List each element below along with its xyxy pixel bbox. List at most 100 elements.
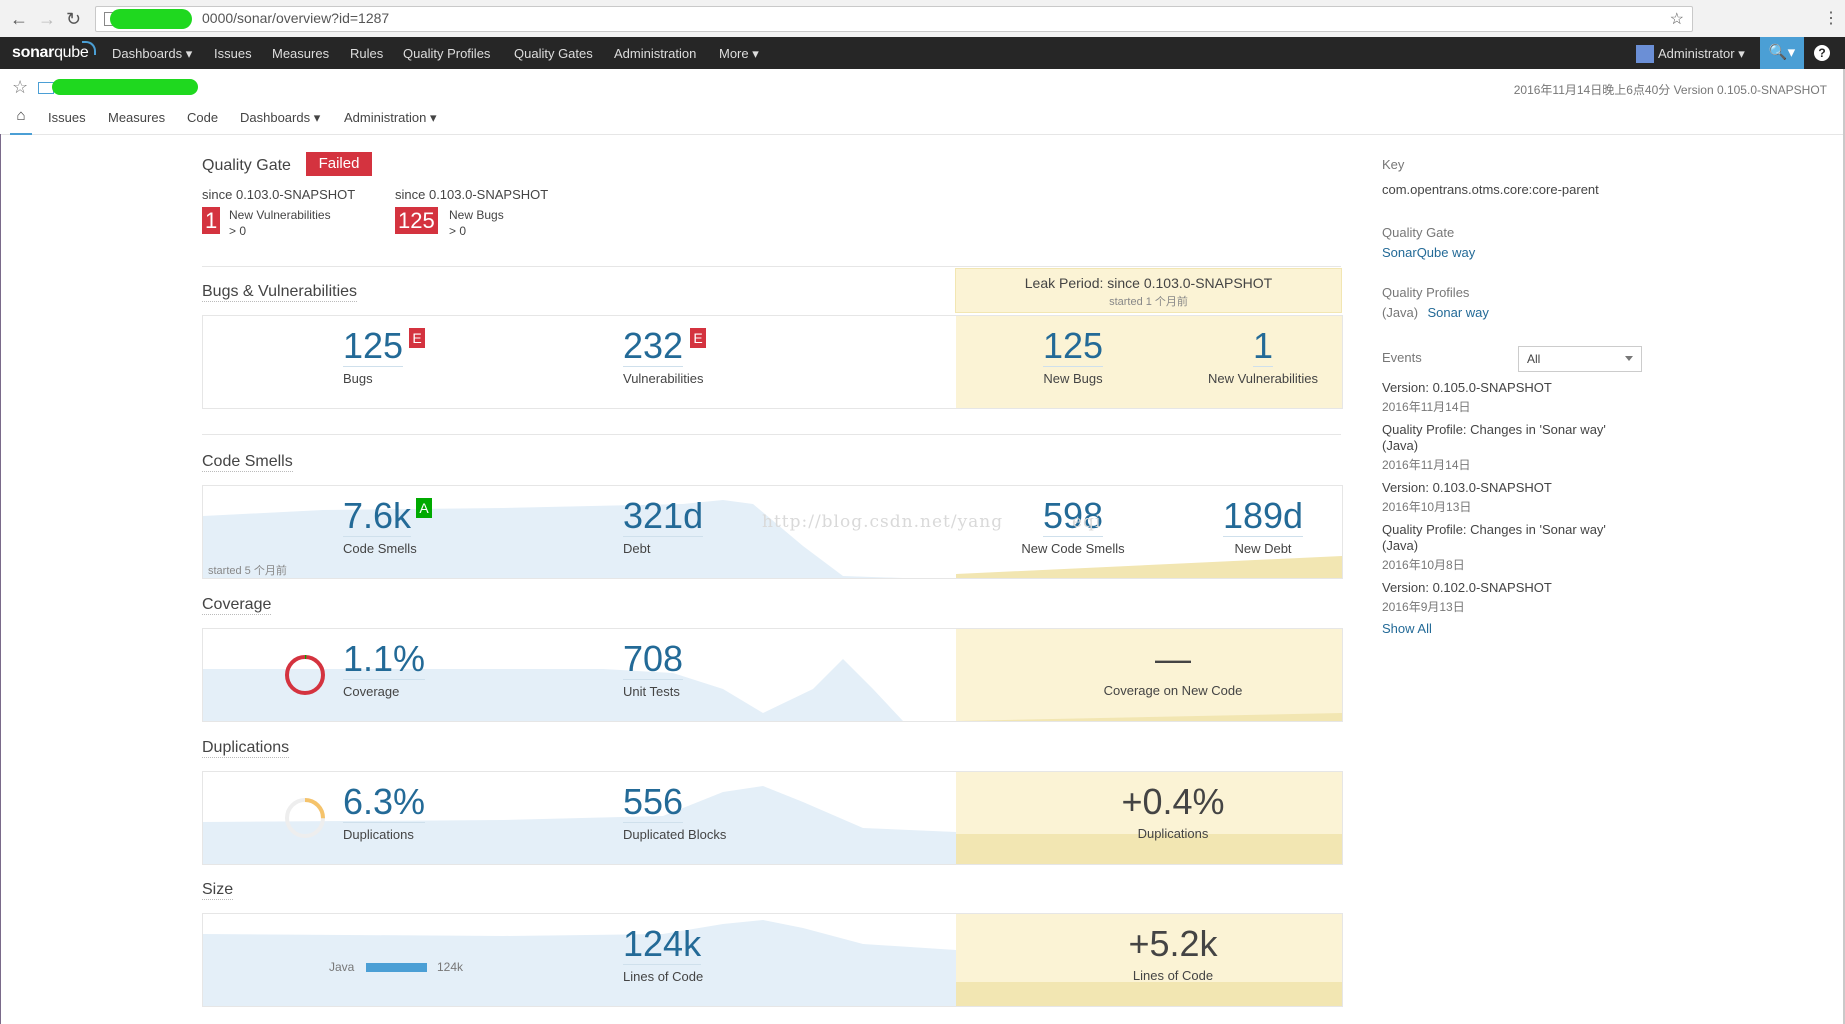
lines-of-code-value[interactable]: 124k: [623, 923, 702, 965]
search-icon[interactable]: 🔍▾: [1760, 37, 1804, 69]
project-header: ☆ 2016年11月14日晚上6点40分 Version 0.105.0-SNA…: [0, 69, 1845, 135]
bugs-measure[interactable]: 125 Bugs: [343, 325, 404, 386]
url-text[interactable]: 0000/sonar/overview?id=1287: [202, 10, 390, 26]
new-bugs-label: New Bugs: [1043, 371, 1103, 386]
nav-dashboards[interactable]: Dashboards ▾: [112, 46, 193, 61]
sidebar-quality-profile[interactable]: (Java) Sonar way: [1382, 305, 1489, 320]
debt-measure[interactable]: 321d Debt: [623, 495, 704, 556]
size-card: 124k Lines of Code +5.2k Lines of Code: [202, 913, 1343, 1007]
new-duplications-label: Duplications: [1137, 826, 1209, 841]
new-code-smells-measure[interactable]: 598 New Code Smells: [1003, 495, 1143, 557]
history-started-label: started 5 个月前: [208, 565, 287, 577]
code-smells-value[interactable]: 7.6k: [343, 495, 412, 537]
profile-link[interactable]: Sonar way: [1427, 305, 1489, 320]
maintainability-rating-badge[interactable]: A: [416, 498, 432, 518]
reload-icon[interactable]: ↻: [66, 9, 82, 29]
user-avatar-icon[interactable]: [1636, 45, 1654, 63]
forward-icon[interactable]: →: [38, 9, 56, 29]
sidebar-quality-profiles-label: Quality Profiles: [1382, 285, 1470, 300]
nav-rules[interactable]: Rules: [350, 46, 384, 61]
sidebar-events-label: Events: [1382, 350, 1422, 365]
new-bugs-value[interactable]: 125: [1042, 325, 1104, 367]
section-title-size[interactable]: Size: [202, 881, 234, 900]
vulnerabilities-value[interactable]: 232: [623, 325, 684, 367]
new-vulnerabilities-measure[interactable]: 1 New Vulnerabilities: [1193, 325, 1333, 387]
condition-threshold: > 0: [229, 224, 247, 238]
code-smells-card: 7.6k Code Smells A 321d Debt 598 New Cod…: [202, 485, 1343, 579]
event-date: 2016年9月13日: [1382, 600, 1465, 614]
nav-quality-profiles[interactable]: Quality Profiles: [403, 46, 491, 61]
section-title-bugs[interactable]: Bugs & Vulnerabilities: [202, 283, 358, 302]
section-title-duplications[interactable]: Duplications: [202, 739, 290, 758]
condition-value[interactable]: 125: [395, 207, 438, 234]
condition-value[interactable]: 1: [202, 207, 221, 234]
condition-metric: New Bugs: [449, 208, 504, 222]
new-bugs-measure[interactable]: 125 New Bugs: [1003, 326, 1143, 386]
tab-administration[interactable]: Administration ▾: [344, 110, 437, 125]
nav-measures[interactable]: Measures: [272, 46, 330, 61]
tab-code[interactable]: Code: [187, 110, 219, 125]
back-icon[interactable]: ←: [10, 9, 28, 29]
address-bar[interactable]: 0000/sonar/overview?id=1287 ☆: [95, 6, 1693, 32]
home-icon[interactable]: ⌂: [10, 107, 32, 135]
tab-measures[interactable]: Measures: [108, 110, 166, 125]
browser-toolbar: ← → ↻ 0000/sonar/overview?id=1287 ☆ ⋮: [0, 0, 1845, 38]
duplicated-blocks-value[interactable]: 556: [623, 781, 684, 823]
unit-tests-value[interactable]: 708: [623, 638, 684, 680]
show-all-events-link[interactable]: Show All: [1382, 621, 1432, 636]
browser-menu-icon[interactable]: ⋮: [1823, 10, 1839, 27]
sidebar-key-value: com.opentrans.otms.core:core-parent: [1382, 182, 1599, 197]
scrollbar-track[interactable]: [1843, 69, 1845, 1024]
unit-tests-measure[interactable]: 708 Unit Tests: [623, 638, 684, 699]
new-debt-value[interactable]: 189d: [1222, 495, 1304, 537]
new-vulnerabilities-value[interactable]: 1: [1252, 325, 1274, 367]
code-smells-measure[interactable]: 7.6k Code Smells: [343, 496, 417, 556]
language-lines: 124k: [437, 960, 464, 974]
section-title-code-smells[interactable]: Code Smells: [202, 453, 293, 472]
duplications-value[interactable]: 6.3%: [343, 781, 426, 823]
new-coverage-measure[interactable]: — Coverage on New Code: [1003, 638, 1342, 699]
new-coverage-label: Coverage on New Code: [1103, 683, 1243, 698]
new-code-smells-label: New Code Smells: [1021, 541, 1125, 556]
vulnerabilities-measure[interactable]: 232 Vulnerabilities: [623, 326, 703, 386]
section-title-coverage[interactable]: Coverage: [202, 596, 272, 615]
event-item: Version: 0.103.0-SNAPSHOT 2016年10月13日: [1382, 480, 1622, 515]
debt-value[interactable]: 321d: [623, 495, 704, 537]
help-icon[interactable]: ?: [1814, 45, 1830, 61]
user-menu[interactable]: Administrator ▾: [1658, 46, 1745, 61]
new-duplications-measure[interactable]: +0.4% Duplications: [1003, 782, 1342, 842]
language-distribution-bar[interactable]: [366, 963, 427, 972]
quality-gate-status-badge: Failed: [306, 152, 372, 176]
lines-of-code-measure[interactable]: 124k Lines of Code: [623, 924, 703, 984]
duplicated-blocks-measure[interactable]: 556 Duplicated Blocks: [623, 782, 726, 842]
sidebar-quality-gate-label: Quality Gate: [1382, 225, 1455, 240]
events-filter-value: All: [1527, 352, 1541, 366]
new-lines-measure[interactable]: +5.2k Lines of Code: [1003, 924, 1342, 984]
events-filter-select[interactable]: All: [1518, 346, 1642, 372]
coverage-measure[interactable]: 1.1% Coverage: [343, 638, 426, 699]
duplications-measure[interactable]: 6.3% Duplications: [343, 781, 426, 842]
new-vulnerabilities-label: New Vulnerabilities: [1207, 371, 1319, 386]
nav-administration[interactable]: Administration: [614, 46, 697, 61]
sonarqube-logo[interactable]: sonarqube: [12, 44, 89, 61]
leak-period-title: Leak Period: since 0.103.0-SNAPSHOT: [1024, 275, 1273, 291]
vulnerabilities-rating-badge[interactable]: E: [690, 328, 706, 348]
nav-more[interactable]: More ▾: [719, 46, 759, 61]
tab-issues[interactable]: Issues: [48, 110, 86, 125]
new-code-smells-value[interactable]: 598: [1042, 495, 1104, 537]
code-smells-label: Code Smells: [343, 541, 417, 556]
duplications-card: 6.3% Duplications 556 Duplicated Blocks …: [202, 771, 1343, 865]
debt-label: Debt: [623, 541, 651, 556]
nav-quality-gates[interactable]: Quality Gates: [514, 46, 593, 61]
new-debt-measure[interactable]: 189d New Debt: [1193, 496, 1333, 556]
favorite-star-icon[interactable]: ☆: [12, 77, 29, 97]
bookmark-star-icon[interactable]: ☆: [1669, 11, 1684, 28]
tab-dashboards[interactable]: Dashboards ▾: [240, 110, 321, 125]
coverage-label: Coverage: [343, 684, 400, 699]
nav-issues[interactable]: Issues: [214, 46, 252, 61]
coverage-value[interactable]: 1.1%: [343, 638, 426, 680]
new-coverage-value: —: [1155, 638, 1191, 679]
bugs-value[interactable]: 125: [343, 325, 404, 367]
bugs-rating-badge[interactable]: E: [409, 328, 425, 348]
sidebar-quality-gate-link[interactable]: SonarQube way: [1382, 245, 1476, 260]
